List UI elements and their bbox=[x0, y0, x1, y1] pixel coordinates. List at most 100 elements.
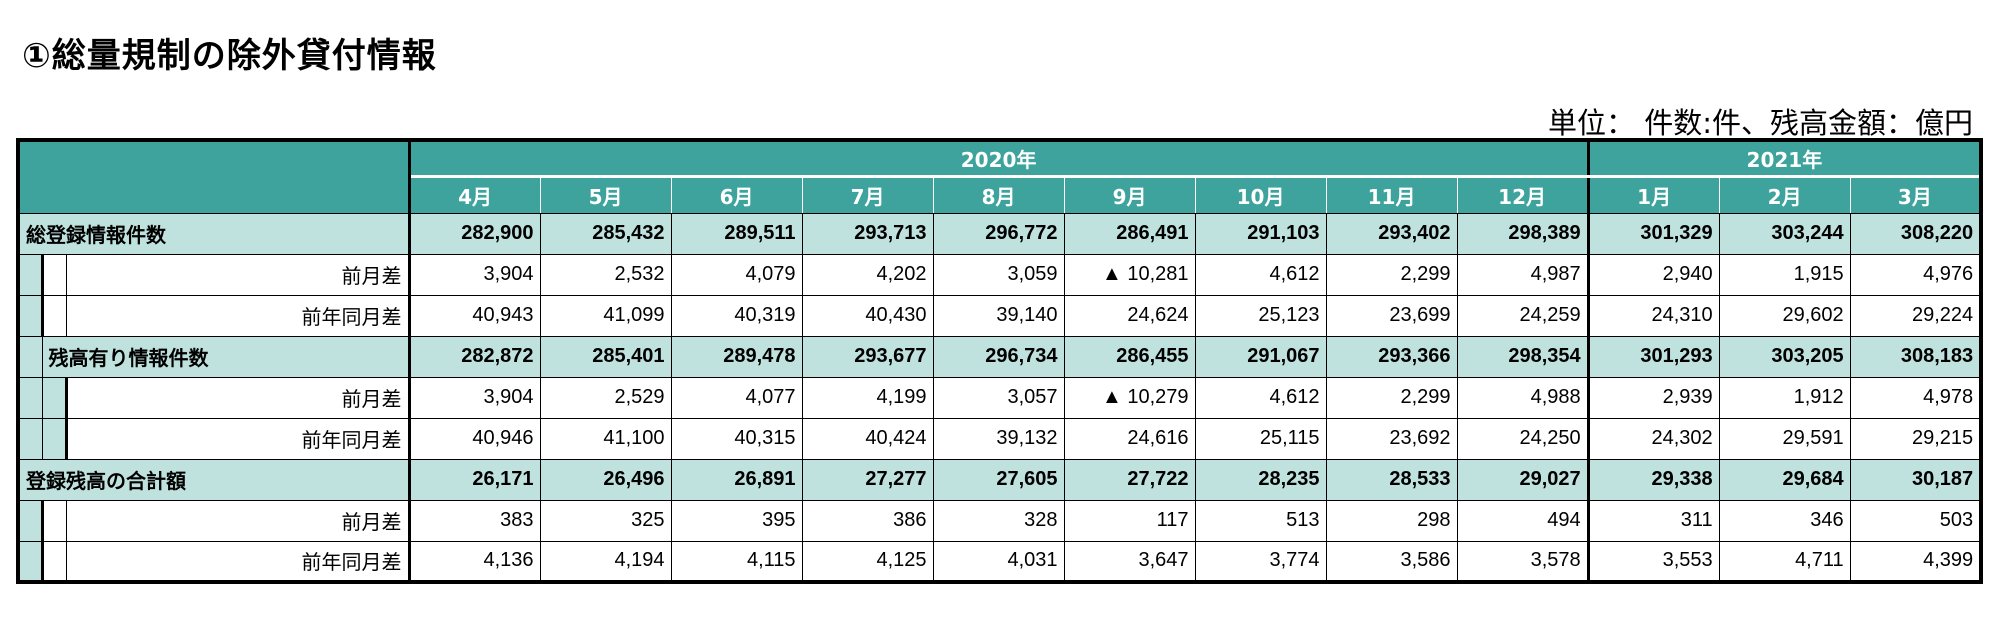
sub-label: 前月差 bbox=[65, 253, 411, 296]
header-year-row: 2020年 2021年 bbox=[17, 139, 1982, 214]
value-cell: 4,976 bbox=[1849, 253, 1982, 296]
section-row: 総登録情報件数 282,900 285,432 289,511 293,713 296,7… bbox=[17, 212, 1982, 255]
month-header: 3月 bbox=[1849, 175, 1982, 214]
value-cell: 4,978 bbox=[1849, 376, 1982, 419]
value-cell: 40,424 bbox=[801, 417, 934, 460]
value-cell: 40,943 bbox=[408, 294, 541, 337]
indent-band bbox=[17, 499, 43, 542]
year-header: 2021年 bbox=[1586, 139, 1982, 178]
value-cell: 24,250 bbox=[1456, 417, 1589, 460]
indent-spacer bbox=[40, 499, 67, 542]
value-cell: 40,946 bbox=[408, 417, 541, 460]
value-cell: 2,939 bbox=[1586, 376, 1720, 419]
indent-band bbox=[17, 540, 43, 583]
value-cell: 301,293 bbox=[1586, 335, 1720, 378]
month-header: 4月 bbox=[408, 175, 541, 214]
sub-row: 前年同月差 40,943 41,099 40,319 40,430 39,140 24,62… bbox=[17, 294, 1982, 337]
value-cell: 311 bbox=[1586, 499, 1720, 542]
data-table: 2020年 2021年 4月 5月 6月 7月 8月 9月 10月 11月 12月 1月 2月 3月 総登録… bbox=[16, 138, 1984, 584]
indent-band bbox=[41, 376, 68, 419]
value-cell: 25,115 bbox=[1194, 417, 1327, 460]
value-cell: 285,401 bbox=[539, 335, 672, 378]
indent-band bbox=[17, 253, 43, 296]
value-cell: 395 bbox=[670, 499, 803, 542]
value-cell: 301,329 bbox=[1586, 212, 1720, 255]
value-cell: 303,244 bbox=[1718, 212, 1851, 255]
value-cell: 291,067 bbox=[1194, 335, 1327, 378]
value-cell: 23,699 bbox=[1325, 294, 1458, 337]
value-cell: 25,123 bbox=[1194, 294, 1327, 337]
month-header: 5月 bbox=[539, 175, 672, 214]
sub-label: 前月差 bbox=[65, 499, 411, 542]
value-cell: 27,722 bbox=[1063, 458, 1196, 501]
value-cell: ▲ 10,279 bbox=[1063, 376, 1196, 419]
month-header: 10月 bbox=[1194, 175, 1327, 214]
value-cell: 383 bbox=[408, 499, 541, 542]
value-cell: 40,319 bbox=[670, 294, 803, 337]
value-cell: 296,772 bbox=[932, 212, 1065, 255]
sub-label: 前月差 bbox=[65, 376, 411, 419]
value-cell: 41,100 bbox=[539, 417, 672, 460]
value-cell: 26,891 bbox=[670, 458, 803, 501]
section-label: 残高有り情報件数 bbox=[41, 335, 411, 378]
value-cell: 2,940 bbox=[1586, 253, 1720, 296]
value-cell: 303,205 bbox=[1718, 335, 1851, 378]
value-cell: 325 bbox=[539, 499, 672, 542]
value-cell: 3,059 bbox=[932, 253, 1065, 296]
value-cell: 4,612 bbox=[1194, 253, 1327, 296]
unit-note: 単位： 件数:件、残高金額：億円 bbox=[1548, 106, 1973, 140]
value-cell: 4,125 bbox=[801, 540, 934, 583]
month-header: 9月 bbox=[1063, 175, 1196, 214]
value-cell: 29,684 bbox=[1718, 458, 1851, 501]
value-cell: 3,586 bbox=[1325, 540, 1458, 583]
value-cell: 26,171 bbox=[408, 458, 541, 501]
value-cell: 285,432 bbox=[539, 212, 672, 255]
value-cell: 346 bbox=[1718, 499, 1851, 542]
section-row: 登録残高の合計額 26,171 26,496 26,891 27,277 27,605 27… bbox=[17, 458, 1982, 501]
value-cell: 30,187 bbox=[1849, 458, 1982, 501]
value-cell: 282,900 bbox=[408, 212, 541, 255]
value-cell: 24,310 bbox=[1586, 294, 1720, 337]
value-cell: 4,115 bbox=[670, 540, 803, 583]
month-header: 11月 bbox=[1325, 175, 1458, 214]
sub-label: 前年同月差 bbox=[65, 294, 411, 337]
page-title: ①総量規制の除外貸付情報 bbox=[22, 36, 437, 76]
value-cell: 117 bbox=[1063, 499, 1196, 542]
value-cell: 29,027 bbox=[1456, 458, 1589, 501]
value-cell: 3,057 bbox=[932, 376, 1065, 419]
value-cell: 2,532 bbox=[539, 253, 672, 296]
value-cell: 2,299 bbox=[1325, 253, 1458, 296]
value-cell: 293,677 bbox=[801, 335, 934, 378]
value-cell: 386 bbox=[801, 499, 934, 542]
value-cell: 29,591 bbox=[1718, 417, 1851, 460]
year-header: 2020年 bbox=[408, 139, 1589, 178]
value-cell: 39,140 bbox=[932, 294, 1065, 337]
value-cell: 328 bbox=[932, 499, 1065, 542]
value-cell: ▲ 10,281 bbox=[1063, 253, 1196, 296]
value-cell: 2,529 bbox=[539, 376, 672, 419]
value-cell: 24,302 bbox=[1586, 417, 1720, 460]
value-cell: 41,099 bbox=[539, 294, 672, 337]
value-cell: 24,616 bbox=[1063, 417, 1196, 460]
value-cell: 298,354 bbox=[1456, 335, 1589, 378]
section-row: 残高有り情報件数 282,872 285,401 289,478 293,677 296,… bbox=[17, 335, 1982, 378]
value-cell: 4,079 bbox=[670, 253, 803, 296]
value-cell: 3,647 bbox=[1063, 540, 1196, 583]
value-cell: 4,987 bbox=[1456, 253, 1589, 296]
value-cell: 26,496 bbox=[539, 458, 672, 501]
value-cell: 503 bbox=[1849, 499, 1982, 542]
value-cell: 4,136 bbox=[408, 540, 541, 583]
header-month-row: 4月 5月 6月 7月 8月 9月 10月 11月 12月 1月 2月 3月 bbox=[18, 175, 1982, 214]
section-label: 登録残高の合計額 bbox=[17, 458, 411, 501]
value-cell: 29,224 bbox=[1849, 294, 1982, 337]
value-cell: 39,132 bbox=[932, 417, 1065, 460]
value-cell: 513 bbox=[1194, 499, 1327, 542]
value-cell: 286,491 bbox=[1063, 212, 1196, 255]
value-cell: 24,624 bbox=[1063, 294, 1196, 337]
value-cell: 494 bbox=[1456, 499, 1589, 542]
value-cell: 23,692 bbox=[1325, 417, 1458, 460]
indent-band bbox=[17, 417, 43, 460]
value-cell: 29,602 bbox=[1718, 294, 1851, 337]
sub-row: 前月差 383 325 395 386 328 117 513 298 494 311 346 503 bbox=[17, 499, 1982, 542]
indent-band bbox=[17, 294, 43, 337]
